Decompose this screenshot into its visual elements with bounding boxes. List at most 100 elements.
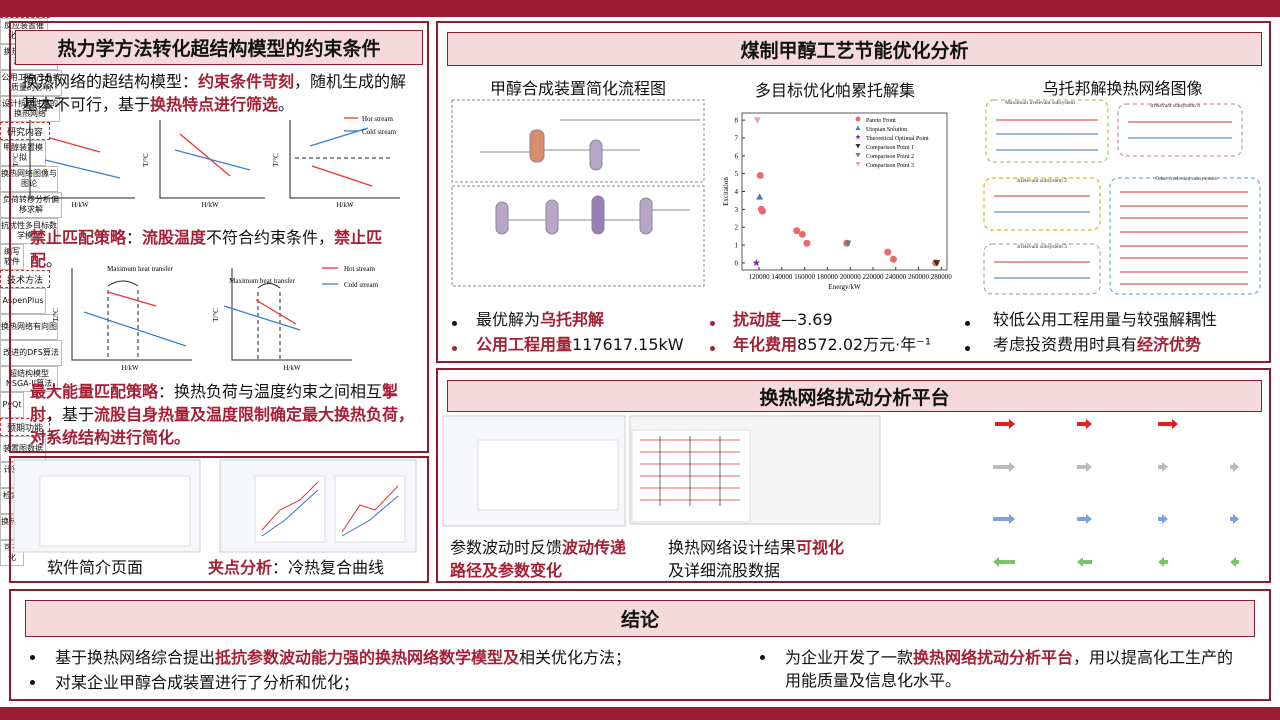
- text: ：冷热复合曲线: [272, 558, 385, 577]
- text: 换热网络设计结果: [668, 538, 797, 557]
- highlight-text: 夹点分析: [208, 558, 273, 577]
- text: 为企业开发了一款: [785, 648, 914, 667]
- point: [844, 240, 852, 247]
- subsystem-label: Irrelevant subsystem 2: [1017, 178, 1067, 184]
- diagram-label: Cold stream: [344, 281, 379, 289]
- y-tick-label: 1: [735, 242, 739, 250]
- row-label: 技术方法: [0, 270, 50, 288]
- row-label: 研究内容: [0, 122, 50, 140]
- text: ，基于: [46, 405, 95, 424]
- diagram-label: H/kW: [201, 201, 219, 209]
- point: [798, 230, 806, 238]
- strategy-2: 最大能量匹配策略：换热负荷与温度约束之间相互掣肘，基于流股自身热量及温度限制确定…: [30, 380, 415, 449]
- highlight-text: 可视化: [796, 538, 845, 557]
- subsystem-label: Irrelevant subsystem 3: [1017, 244, 1067, 250]
- highlight-text: 禁止匹配策略: [30, 228, 127, 247]
- text: ：换热负荷与温度约束之间相互: [158, 382, 383, 401]
- highlight-text: 扰动度: [733, 310, 782, 329]
- legend-label: Comparison Point 1: [866, 145, 914, 151]
- point: [933, 260, 941, 267]
- legend-label: Theoretical Optimal Point: [866, 136, 929, 142]
- bullet-text: 为企业开发了一款换热网络扰动分析平台，用以提高化工生产的用能质量及信息化水平。: [785, 646, 1245, 692]
- point: [752, 259, 761, 266]
- text: 换热网络的超结构模型：: [22, 72, 199, 91]
- bullet-text: 基于换热网络综合提出抵抗参数波动能力强的换热网络数学模型及相关优化方法；: [55, 646, 745, 669]
- bullet: [710, 346, 715, 351]
- bullet: [965, 346, 970, 351]
- x-tick-label: 120000: [749, 273, 771, 281]
- subtitle: 乌托邦解换热网络图像: [1042, 79, 1203, 98]
- x-axis-label: Energy/kW: [828, 283, 861, 291]
- text: 基于换热网络综合提出: [55, 648, 216, 667]
- legend-marker: [855, 144, 861, 149]
- flow-box: 甲醇装置模拟: [0, 140, 46, 166]
- text: ，随机生成的解基本不可行，基于: [22, 72, 407, 114]
- flow-box: 编写软件: [0, 244, 24, 270]
- x-tick-label: 180000: [817, 273, 839, 281]
- constraint-diagrams: [29, 120, 400, 361]
- legend-label: Comparison Point 2: [866, 154, 914, 160]
- point: [803, 239, 811, 247]
- y-axis-label: Excitation: [722, 177, 730, 206]
- x-tick-label: 200000: [840, 273, 862, 281]
- flow-arrow: [1077, 514, 1092, 524]
- bullet-text: 较低公用工程用量与较强解耦性: [993, 308, 1217, 331]
- bottom-bar: [0, 707, 1280, 720]
- stream-lines: [44, 117, 373, 347]
- diagram-label: Maximum heat transfer: [107, 265, 173, 273]
- diagram-label: T/°C: [142, 153, 150, 167]
- bottom-left-panel: [9, 456, 429, 583]
- flow-arrow: [993, 462, 1015, 472]
- bullet: [452, 321, 457, 326]
- diagram-label: Maximum heat transfer: [229, 277, 295, 285]
- highlight-text: 约束条件苛刻: [198, 72, 295, 91]
- flow-box: 可视化: [0, 540, 24, 566]
- text: 8572.02万元·年⁻¹: [797, 335, 932, 354]
- flow-arrow: [1158, 419, 1178, 429]
- y-tick-label: 6: [735, 152, 739, 160]
- diagram-label: T/°C: [212, 308, 220, 322]
- x-tick-label: 220000: [862, 273, 884, 281]
- text: 软件简介页面: [47, 558, 144, 577]
- bullet: [760, 655, 765, 660]
- legend-marker: [855, 125, 861, 130]
- flow-arrow: [995, 419, 1015, 429]
- legend-label: Comparison Point 3: [866, 163, 914, 169]
- diagram-label: T/°C: [272, 153, 280, 167]
- point: [884, 248, 892, 256]
- bullet: [30, 680, 35, 685]
- y-tick-label: 7: [735, 134, 739, 142]
- y-tick-label: 5: [735, 170, 739, 178]
- hen-diagram: [983, 99, 1261, 295]
- caption: 参数波动时反馈波动传递路径及参数变化: [450, 536, 630, 582]
- point: [756, 171, 764, 179]
- point: [756, 193, 764, 200]
- flow-arrow: [1077, 557, 1092, 567]
- text: 对某企业甲醇合成装置进行了分析和优化；: [55, 673, 360, 692]
- subsystem-label: Other irrelevant subsystems: [1155, 176, 1216, 182]
- highlight-text: 乌托邦解: [540, 310, 605, 329]
- legend-marker: [855, 134, 861, 140]
- diagram-label: Cold stream: [362, 128, 397, 136]
- flow-arrow: [1158, 462, 1168, 472]
- flow-arrow: [1230, 462, 1239, 472]
- highlight-text: 波动传递路径及参数变化: [450, 538, 627, 580]
- highlight-text: 流股自身热量及温度限制确定最大换热负荷，对系统结构进行简化。: [30, 405, 415, 447]
- conclusion-title: 结论: [25, 600, 1255, 637]
- bullet: [710, 321, 715, 326]
- legend-label: Pareto Front: [866, 118, 896, 124]
- left-title: 热力学方法转化超结构模型的约束条件: [15, 30, 423, 65]
- y-tick-label: 8: [735, 117, 739, 125]
- diagram-label: H/kW: [71, 201, 89, 209]
- point: [793, 227, 801, 235]
- bullet-text: 对某企业甲醇合成装置进行了分析和优化；: [55, 671, 745, 694]
- flow-arrow: [1230, 557, 1239, 567]
- y-tick-label: 2: [735, 224, 739, 232]
- top-right-panel: [436, 21, 1271, 363]
- caption: 夹点分析：冷热复合曲线: [208, 556, 384, 579]
- y-tick-label: 3: [735, 206, 739, 214]
- flow-arrow: [1077, 462, 1092, 472]
- text: 不符合约束条件，: [206, 228, 335, 247]
- flow-arrow: [1158, 557, 1168, 567]
